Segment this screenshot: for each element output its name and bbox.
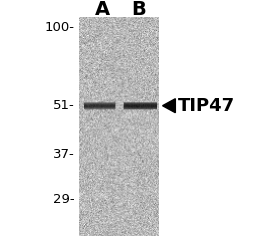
- Text: TIP47: TIP47: [178, 97, 235, 115]
- Text: 100-: 100-: [44, 21, 74, 35]
- Text: B: B: [131, 0, 146, 19]
- Polygon shape: [163, 99, 175, 113]
- Text: 51-: 51-: [52, 99, 74, 112]
- Text: 37-: 37-: [52, 148, 74, 161]
- Text: 29-: 29-: [53, 193, 74, 206]
- Text: A: A: [95, 0, 110, 19]
